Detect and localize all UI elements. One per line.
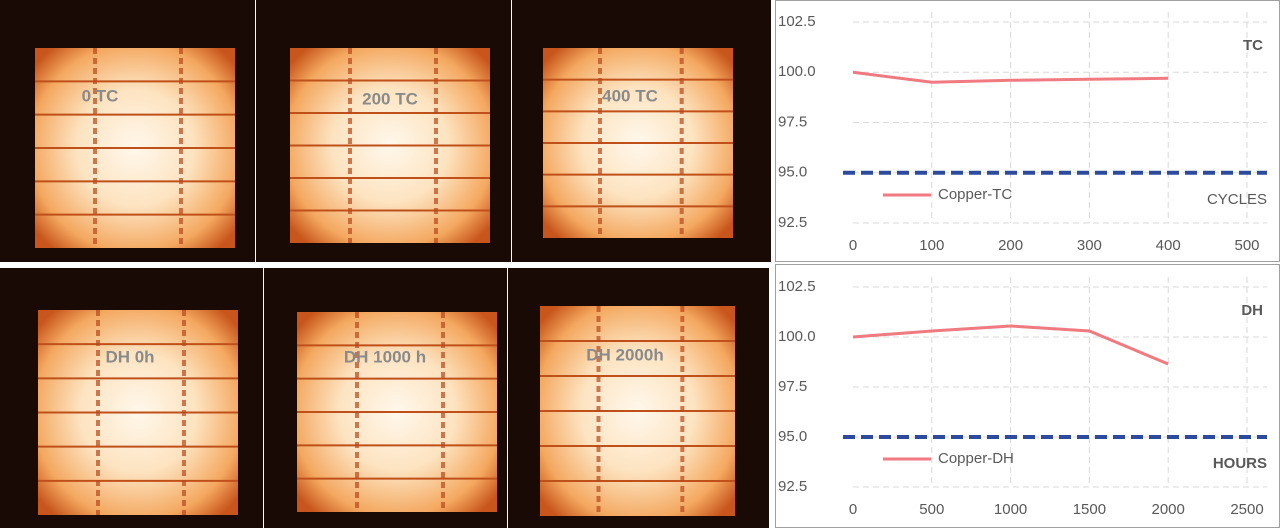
x-axis-label: HOURS (1213, 455, 1267, 472)
x-tick-label: 1000 (994, 501, 1027, 518)
image-label: 0 TC (82, 86, 119, 105)
chart-frame (776, 1, 1280, 262)
x-tick-label: 0 (849, 501, 857, 518)
image-label: DH 1000 h (344, 347, 426, 366)
x-axis-label: CYCLES (1207, 191, 1267, 208)
y-tick-label: 100.0 (778, 63, 816, 80)
legend-label: Copper-TC (938, 186, 1012, 203)
x-tick-label: 400 (1156, 237, 1181, 254)
x-tick-label: 100 (919, 237, 944, 254)
y-tick-label: 102.5 (778, 278, 816, 295)
x-tick-label: 2000 (1152, 501, 1185, 518)
image-label: 200 TC (362, 89, 418, 108)
x-tick-label: 200 (998, 237, 1023, 254)
y-tick-label: 102.5 (778, 13, 816, 30)
chart-frame (776, 265, 1280, 528)
el-images (0, 0, 771, 528)
chart-title: TC (1243, 37, 1263, 54)
x-tick-label: 500 (1234, 237, 1259, 254)
figure: 0 TC 200 TC 400 TC DH 0h DH 1000 h DH 2000h 92… (0, 0, 1280, 528)
x-tick-label: 500 (919, 501, 944, 518)
y-tick-label: 95.0 (778, 428, 807, 445)
image-label: DH 0h (105, 347, 154, 366)
image-label: DH 2000h (586, 345, 663, 364)
x-tick-label: 300 (1077, 237, 1102, 254)
x-tick-label: 2500 (1230, 501, 1263, 518)
x-tick-label: 0 (849, 237, 857, 254)
y-tick-label: 97.5 (778, 113, 807, 130)
y-tick-label: 97.5 (778, 378, 807, 395)
y-tick-label: 92.5 (778, 214, 807, 231)
chart-title: DH (1241, 302, 1263, 319)
y-tick-label: 95.0 (778, 164, 807, 181)
x-tick-label: 1500 (1073, 501, 1106, 518)
y-tick-label: 92.5 (778, 478, 807, 495)
y-tick-label: 100.0 (778, 328, 816, 345)
legend-label: Copper-DH (938, 450, 1014, 467)
image-label: 400 TC (602, 86, 658, 105)
